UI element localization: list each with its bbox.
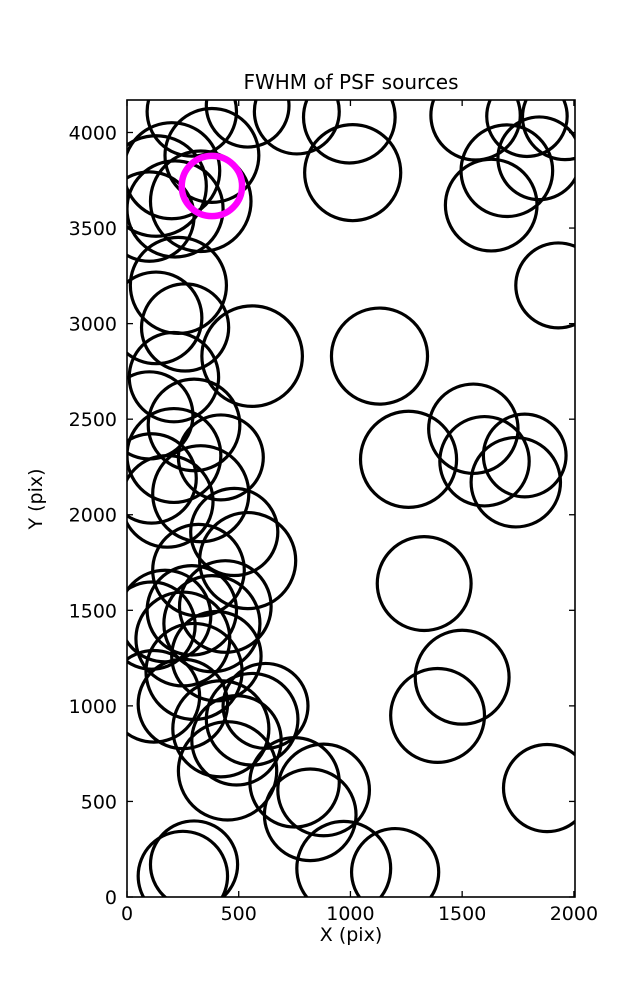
psf-source-circle[interactable]	[252, 69, 341, 156]
y-tick-label: 1500	[69, 600, 117, 622]
y-tick-label: 2500	[69, 409, 117, 431]
psf-source-circle[interactable]	[303, 122, 403, 223]
y-tick-label: 3500	[69, 218, 117, 240]
data-points-layer	[105, 64, 608, 920]
psf-source-circle[interactable]	[469, 435, 563, 529]
psf-source-circle[interactable]	[127, 406, 223, 505]
y-tick-label: 500	[81, 791, 117, 813]
x-axis-label: X (pix)	[320, 924, 382, 946]
psf-source-circle[interactable]	[146, 377, 242, 473]
psf-source-circle[interactable]	[276, 742, 372, 838]
x-tick-label: 1000	[326, 903, 374, 925]
psf-source-circle[interactable]	[189, 486, 280, 578]
psf-source-circle[interactable]	[106, 134, 208, 238]
psf-source-circle[interactable]	[429, 71, 522, 162]
psf-source-circle[interactable]	[108, 580, 197, 671]
psf-source-circle[interactable]	[438, 414, 531, 508]
psf-source-circle[interactable]	[329, 306, 430, 406]
psf-source-circle[interactable]	[514, 241, 601, 330]
x-tick-label: 500	[221, 903, 257, 925]
psf-source-circle[interactable]	[349, 826, 441, 916]
psf-source-circle[interactable]	[358, 409, 459, 509]
x-tick-label: 1500	[438, 903, 486, 925]
psf-source-circle[interactable]	[105, 170, 196, 263]
psf-source-circle[interactable]	[171, 679, 271, 779]
psf-source-circle[interactable]	[151, 444, 251, 544]
psf-source-circle[interactable]	[481, 412, 568, 499]
y-tick-label: 4000	[69, 122, 117, 144]
psf-source-circle[interactable]	[301, 71, 397, 165]
psf-source-circle[interactable]	[295, 819, 393, 915]
psf-source-circle[interactable]	[121, 453, 215, 549]
psf-source-circle[interactable]	[262, 767, 358, 863]
psf-source-circle[interactable]	[198, 510, 298, 611]
psf-source-circles	[105, 64, 608, 920]
psf-source-circle[interactable]	[124, 121, 222, 221]
psf-source-circle[interactable]	[163, 106, 261, 204]
psf-source-circle[interactable]	[148, 819, 240, 908]
y-tick-label: 1000	[69, 696, 117, 718]
psf-source-circle[interactable]	[176, 720, 279, 822]
psf-source-circle[interactable]	[520, 75, 608, 162]
psf-source-circle[interactable]	[501, 742, 591, 834]
x-axis-ticks: 0 500 1000 1500 2000	[121, 100, 598, 925]
psf-source-circle[interactable]	[108, 648, 202, 744]
y-axis-ticks: 0 500 1000 1500 2000 2500 3000 3500 4000	[69, 122, 575, 909]
psf-source-circle[interactable]	[110, 270, 204, 366]
y-tick-label: 0	[105, 887, 117, 909]
y-tick-label: 2000	[69, 505, 117, 527]
psf-source-circle[interactable]	[375, 535, 473, 633]
psf-source-circle[interactable]	[107, 432, 198, 525]
psf-source-circle[interactable]	[177, 559, 273, 654]
y-axis-label: Y (pix)	[25, 468, 47, 530]
psf-source-circle[interactable]	[127, 159, 225, 259]
y-tick-label: 3000	[69, 314, 117, 336]
psf-source-circle[interactable]	[413, 628, 511, 726]
x-tick-label: 2000	[550, 903, 598, 925]
psf-source-circle[interactable]	[204, 64, 291, 149]
psf-source-circle[interactable]	[443, 157, 539, 253]
x-tick-label: 0	[121, 903, 133, 925]
psf-source-circle[interactable]	[145, 67, 239, 158]
page-title: FWHM of PSF sources	[243, 70, 458, 94]
psf-source-circle[interactable]	[148, 149, 253, 254]
psf-source-circle[interactable]	[139, 282, 231, 373]
psf-source-circle[interactable]	[389, 666, 487, 764]
selected-psf-source-circle[interactable]	[178, 152, 246, 220]
psf-source-circle[interactable]	[136, 829, 230, 920]
highlighted-psf-source	[178, 152, 246, 220]
psf-source-circle[interactable]	[200, 304, 305, 408]
psf-source-circle[interactable]	[485, 76, 569, 159]
